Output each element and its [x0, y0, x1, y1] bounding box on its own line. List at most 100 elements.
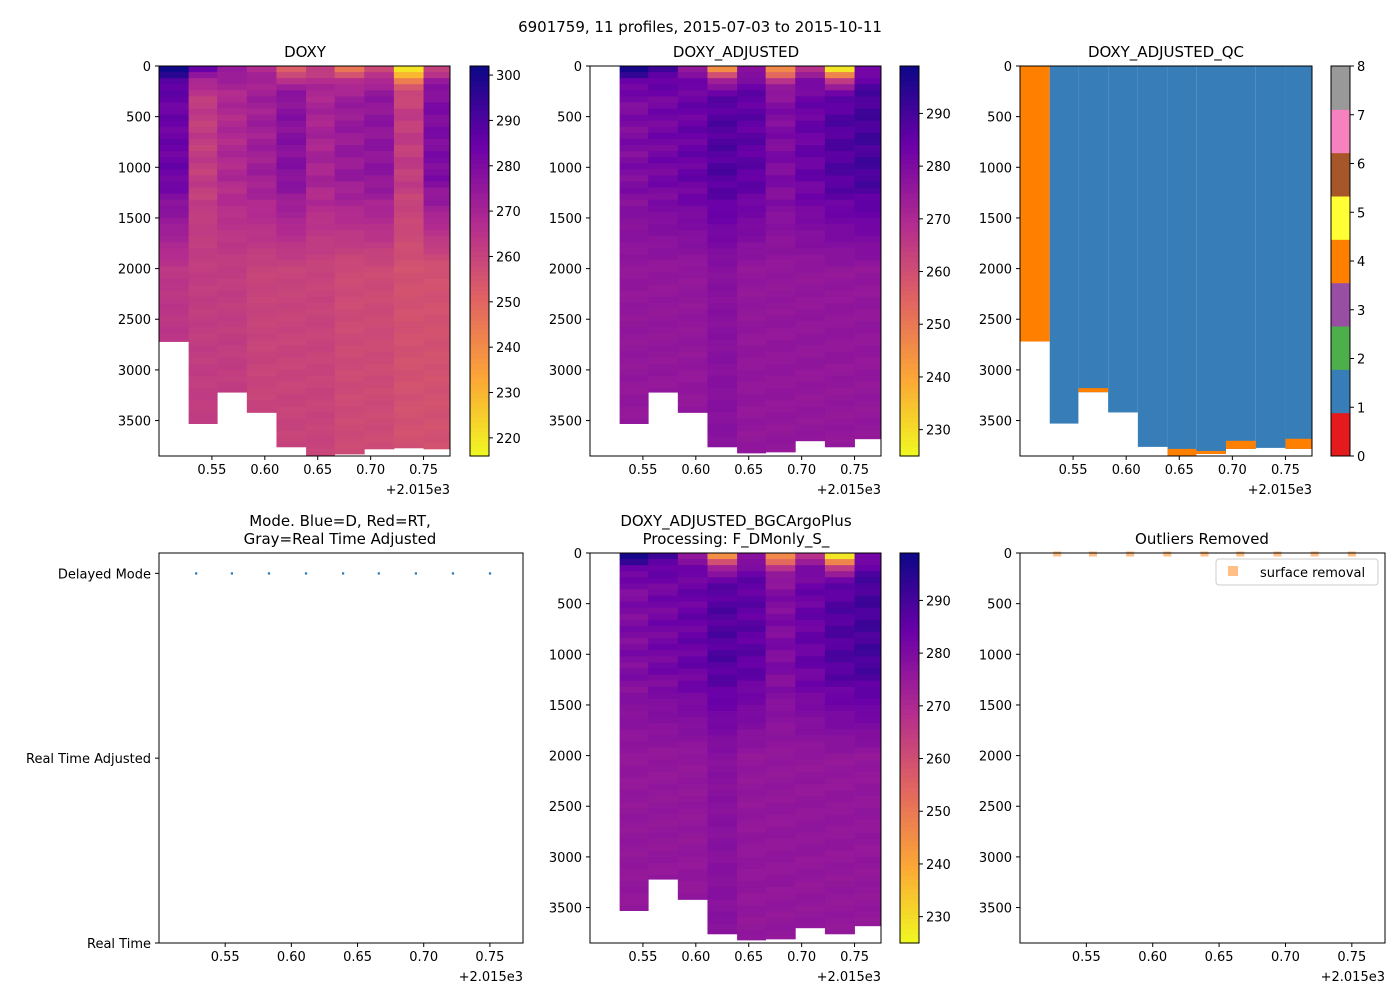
heatmap-cell [707, 363, 738, 371]
heatmap-cell [824, 729, 855, 736]
heatmap-cell [824, 181, 855, 188]
heatmap-cell [423, 400, 451, 407]
colorbar-gradient-step [470, 241, 489, 247]
heatmap-cell [707, 875, 738, 882]
heatmap-cell [246, 272, 277, 280]
heatmap-cell [765, 151, 796, 158]
heatmap-cell [364, 102, 395, 109]
heatmap-cell [707, 132, 738, 140]
colorbar-gradient-step [470, 387, 489, 394]
heatmap-cell [393, 90, 424, 97]
heatmap-cell [648, 741, 679, 748]
heatmap-cell [707, 565, 738, 572]
colorbar-gradient-step [900, 270, 919, 277]
heatmap-cell [364, 388, 395, 395]
heatmap-cell [824, 735, 855, 742]
heatmap-cell [306, 193, 336, 201]
heatmap-cell [306, 145, 336, 152]
heatmap-cell [795, 704, 826, 712]
heatmap-cell [824, 303, 855, 310]
heatmap-cell [334, 382, 365, 389]
heatmap-cell [188, 108, 218, 116]
heatmap-cell [854, 145, 882, 152]
heatmap-cell [677, 388, 708, 395]
heatmap-cell [765, 632, 796, 639]
heatmap-cell [765, 625, 796, 633]
heatmap-cell [707, 577, 738, 584]
heatmap-cell [334, 424, 365, 432]
heatmap-cell [306, 278, 336, 286]
heatmap-cell [677, 862, 708, 870]
heatmap-cell [188, 309, 218, 316]
heatmap-cell [159, 278, 190, 286]
heatmap-cell [854, 309, 882, 316]
heatmap-cell [765, 935, 796, 940]
heatmap-cell [648, 145, 679, 152]
heatmap-cell [188, 327, 218, 334]
heatmap-cell [364, 266, 395, 274]
heatmap-cell [246, 321, 277, 328]
heatmap-cell [334, 175, 365, 182]
heatmap-cell [677, 808, 708, 815]
heatmap-cell [737, 790, 767, 797]
colorbar-gradient-step [470, 158, 489, 165]
heatmap-cell [619, 771, 649, 779]
heatmap-cell [619, 607, 649, 615]
heatmap-cell [707, 717, 738, 724]
heatmap-cell [423, 96, 451, 103]
heatmap-cell [393, 412, 424, 419]
heatmap-cell [334, 418, 365, 425]
heatmap-cell [854, 169, 882, 176]
heatmap-cell [217, 163, 248, 170]
heatmap-cell [677, 869, 708, 876]
heatmap-cell [364, 412, 395, 419]
heatmap-flag-cell [1167, 448, 1197, 456]
colorbar-frame [899, 65, 920, 457]
heatmap-cell [677, 120, 708, 128]
heatmap-cell [737, 644, 767, 651]
heatmap-cell [854, 777, 882, 785]
heatmap-cell [737, 686, 767, 694]
heatmap-cell [677, 790, 708, 797]
heatmap-cell [423, 442, 451, 450]
heatmap-cell [306, 309, 336, 316]
heatmap-cell [393, 430, 424, 438]
heatmap-cell [423, 266, 451, 274]
heatmap-cell [364, 248, 395, 255]
heatmap-cell [707, 790, 738, 797]
x-tick-label: 0.55 [1072, 950, 1101, 965]
heatmap-cell [765, 747, 796, 754]
heatmap-cell [246, 296, 277, 304]
heatmap-cell [737, 589, 767, 596]
heatmap-cell [677, 296, 708, 304]
heatmap-cell [276, 248, 307, 255]
colorbar-gradient-step [900, 869, 919, 876]
heatmap-cell [217, 382, 248, 389]
heatmap-cell [306, 430, 336, 438]
heatmap-cell [423, 230, 451, 237]
colorbar-gradient-step [900, 148, 919, 155]
heatmap-cell [824, 777, 855, 785]
heatmap-cell [619, 224, 649, 231]
heatmap-cell [795, 856, 826, 864]
heatmap-cell [795, 187, 826, 195]
heatmap-cell [393, 436, 424, 444]
colorbar-gradient-step [470, 236, 489, 243]
colorbar-gradient-step [900, 163, 919, 169]
colorbar-gradient-step [900, 738, 919, 744]
mode-point [377, 572, 380, 575]
heatmap-cell [854, 662, 882, 669]
colorbar-gradient-step [470, 290, 489, 296]
heatmap-cell [677, 820, 708, 827]
heatmap-cell [795, 163, 826, 170]
heatmap-cell [188, 248, 218, 255]
heatmap-cell [765, 321, 796, 328]
colorbar-gradient-step [900, 635, 919, 642]
heatmap-cell [306, 163, 336, 170]
heatmap-cell [423, 254, 451, 261]
heatmap-cell [423, 187, 451, 195]
heatmap-cell [737, 832, 767, 840]
heatmap-cell [276, 375, 307, 383]
heatmap-cell [824, 138, 855, 146]
heatmap-cell [619, 802, 649, 809]
